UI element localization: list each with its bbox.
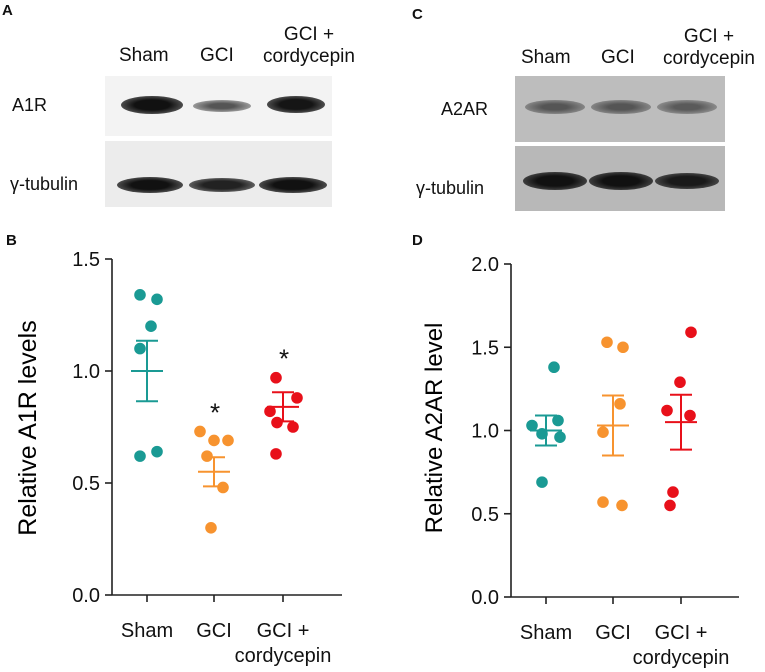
chart-b-point <box>194 425 206 438</box>
chart-b-point <box>134 342 146 355</box>
chart-d-ytick-label: 0.0 <box>471 587 499 609</box>
chart-d-ytick-label: 0.5 <box>471 504 499 526</box>
chart-b-point <box>134 289 146 301</box>
blot-c-row-tubulin: γ-tubulin <box>416 178 485 198</box>
chart-d-point <box>617 341 629 354</box>
chart-b-point <box>201 450 213 462</box>
chart-b-significance-mark: * <box>279 344 289 374</box>
blot-a-tubulin-image <box>105 141 332 207</box>
chart-b-xtick-label: Sham <box>121 620 173 642</box>
chart-d-point <box>661 404 673 417</box>
chart-b-point <box>208 434 220 447</box>
chart-d-xtick-label: GCI + <box>655 622 708 644</box>
blot-c-lane-gci-cordycepin: GCI + cordycepin <box>654 26 764 70</box>
chart-d-xtick-label: GCI <box>595 622 631 644</box>
blot-a-lane-gci: GCI <box>200 45 234 66</box>
blot-c-lane3-line2: cordycepin <box>663 48 755 69</box>
chart-d-ytick-label: 2.0 <box>471 254 499 276</box>
chart-b-xtick-label: cordycepin <box>235 645 332 667</box>
band-a2ar-sham <box>525 100 585 114</box>
chart-b-xtick-label: GCI + <box>257 620 310 642</box>
chart-b-ytick-label: 0.5 <box>72 473 100 495</box>
band-a2ar-gci-cordycepin <box>657 100 717 114</box>
chart-b-ytick-label: 1.0 <box>72 361 100 383</box>
blot-c-lane3-line1: GCI + <box>683 26 735 47</box>
chart-b-point <box>271 416 283 429</box>
chart-b-point <box>134 450 146 462</box>
chart-d-point <box>674 376 686 389</box>
chart-b-point <box>270 371 282 384</box>
blot-a-lane-gci-cordycepin: GCI + cordycepin <box>254 24 364 68</box>
blot-c-tubulin-image <box>515 146 725 211</box>
chart-d-xtick-label: Sham <box>520 622 572 644</box>
panel-label-a: A <box>2 2 13 19</box>
blot-c-row-a2ar: A2AR <box>441 99 489 119</box>
panel-label-c: C <box>412 6 423 23</box>
blot-c-lane-sham: Sham <box>521 47 571 68</box>
chart-d-ytick-label: 1.0 <box>471 421 499 443</box>
blot-a-row-tubulin: γ-tubulin <box>10 174 79 194</box>
chart-b-point <box>145 320 157 333</box>
chart-b-point <box>291 392 303 404</box>
panel-label-d: D <box>412 232 423 249</box>
chart-b-point <box>287 421 299 433</box>
band-tubulin-c-gci <box>589 172 653 190</box>
chart-d-point <box>601 336 613 349</box>
band-tubulin-c-gci-cordycepin <box>655 173 719 189</box>
panel-label-b: B <box>6 232 17 249</box>
chart-d-point <box>664 499 676 512</box>
chart-d-point <box>614 398 626 410</box>
chart-d-point <box>685 326 697 339</box>
chart-d-point <box>552 414 564 427</box>
band-a2ar-gci <box>591 100 651 114</box>
chart-b-point <box>205 522 217 534</box>
chart-b-point <box>264 405 276 418</box>
band-a1r-gci-cordycepin <box>267 96 325 113</box>
blot-a-lane-sham: Sham <box>119 45 169 66</box>
chart-b-ytick-label: 0.0 <box>72 585 100 607</box>
chart-b-point <box>217 481 229 494</box>
chart-d-ytick-label: 1.5 <box>471 337 499 359</box>
chart-d: Relative A2AR level 0.0 0.5 1.0 1.5 2.0 Sham G… <box>421 254 739 669</box>
chart-d-xtick-label: cordycepin <box>633 647 730 669</box>
chart-d-ylabel: Relative A2AR level <box>421 323 448 534</box>
chart-d-point <box>597 426 609 438</box>
chart-b-ytick-label: 1.5 <box>72 249 100 271</box>
chart-d-point <box>554 431 566 443</box>
chart-d-point <box>616 499 628 512</box>
chart-b-point <box>270 448 282 460</box>
chart-b: Relative A1R levels 0.0 0.5 1.0 1.5 Sham GCI *… <box>14 249 342 667</box>
chart-d-point <box>526 419 538 432</box>
band-tubulin-c-sham <box>523 172 587 190</box>
chart-d-point <box>684 409 696 422</box>
chart-b-xtick-label: GCI <box>196 620 232 642</box>
chart-b-point <box>151 293 163 306</box>
chart-b-significance-mark: * <box>210 397 220 427</box>
chart-b-point <box>222 434 234 447</box>
band-a1r-gci <box>193 100 251 112</box>
blot-a-lane3-line1: GCI + <box>283 24 335 45</box>
chart-d-point <box>548 361 560 374</box>
band-tubulin-a-sham <box>117 177 183 193</box>
band-tubulin-a-gci-cordycepin <box>259 177 327 193</box>
chart-d-point <box>536 476 548 488</box>
blot-a-row-a1r: A1R <box>12 95 48 115</box>
chart-d-point <box>597 496 609 508</box>
chart-d-point <box>667 486 679 498</box>
chart-b-ylabel: Relative A1R levels <box>14 320 42 535</box>
blot-c-lane-gci: GCI <box>601 47 635 68</box>
band-tubulin-a-gci <box>189 178 255 192</box>
blot-a-lane3-line2: cordycepin <box>263 46 355 67</box>
blot-a-a1r-image <box>105 76 332 136</box>
chart-b-point <box>151 445 163 458</box>
blot-c-a2ar-image <box>515 76 725 142</box>
band-a1r-sham <box>121 96 183 114</box>
